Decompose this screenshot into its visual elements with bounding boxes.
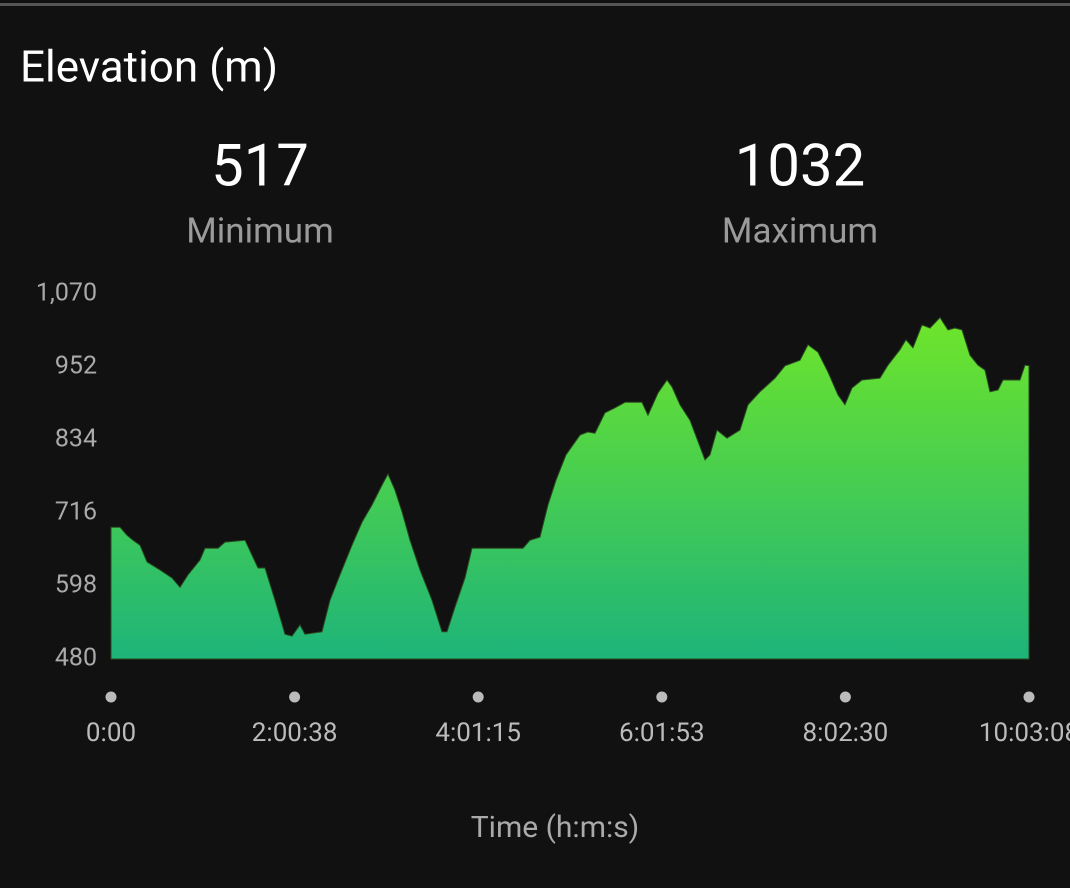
- x-tick-dot: [105, 691, 117, 703]
- x-tick-dot: [289, 691, 301, 703]
- y-tick-label: 952: [55, 352, 97, 381]
- x-tick-label: 6:01:53: [619, 718, 705, 748]
- x-axis-label: Time (h:m:s): [471, 810, 639, 845]
- x-tick-label: 8:02:30: [803, 718, 889, 748]
- y-tick-label: 1,070: [36, 279, 97, 308]
- x-tick-label: 10:03:08: [979, 718, 1070, 748]
- x-tick-label: 2:00:38: [252, 718, 338, 748]
- stat-label: Minimum: [186, 210, 334, 251]
- stat-value: 517: [211, 132, 309, 200]
- y-tick-label: 480: [55, 644, 97, 673]
- x-tick-dot: [1023, 691, 1035, 703]
- x-tick-dot: [472, 691, 484, 703]
- y-tick-label: 716: [55, 498, 97, 527]
- top-divider: [0, 3, 1070, 6]
- y-tick-label: 598: [55, 571, 97, 600]
- x-tick-dot: [656, 691, 668, 703]
- y-tick-label: 834: [55, 425, 97, 454]
- stat-label: Maximum: [722, 210, 878, 251]
- stat-value: 1032: [735, 132, 865, 200]
- x-tick-label: 4:01:15: [435, 718, 521, 748]
- chart-title: Elevation (m): [20, 41, 278, 93]
- elevation-area: [110, 316, 1030, 660]
- x-tick-dot: [839, 691, 851, 703]
- x-tick-label: 0:00: [86, 718, 136, 748]
